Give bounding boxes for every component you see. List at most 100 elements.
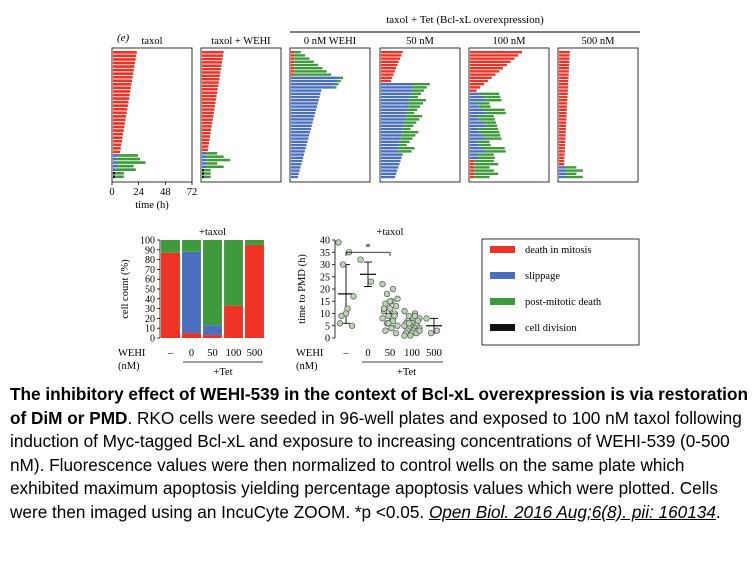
fate-row-segment (470, 118, 480, 121)
scatter-point (336, 320, 344, 327)
fate-row-segment (202, 148, 208, 152)
fate-row-segment (113, 51, 137, 54)
scatter-point (342, 310, 350, 317)
legend-frame (481, 238, 640, 346)
fate-row-segment (291, 156, 304, 159)
fate-row-segment (294, 51, 301, 54)
fate-row-segment (402, 131, 419, 134)
fate-row-segment (291, 118, 314, 121)
fate-row-segment (381, 95, 411, 99)
fate-row-segment (470, 76, 492, 79)
fate-legend: death in mitosis slippage post-mitotic dea… (481, 238, 640, 346)
fate-row-segment (113, 154, 119, 157)
scatter-point (405, 320, 413, 327)
fate-row-segment (202, 118, 213, 121)
fate-row-segment (291, 159, 303, 163)
fate-row-segment (202, 91, 218, 94)
bar-y-tick-label: 20 (145, 314, 155, 325)
fate-row-segment (559, 54, 570, 57)
fate-row-segment (202, 158, 207, 162)
fate-row-segment (483, 134, 501, 137)
fate-row-segment (202, 101, 216, 105)
fate-row-segment (291, 111, 316, 115)
bar-x-tick-label: – (167, 348, 174, 359)
fate-row-segment (470, 169, 475, 172)
fate-row-segment (291, 99, 319, 102)
citation-link[interactable]: Open Biol. 2016 Aug;6(8). pii: 160134 (428, 501, 716, 522)
fate-row-segment (479, 131, 500, 134)
fate-row-segment (291, 169, 300, 172)
fate-row-segment (413, 83, 430, 86)
bar-segment (203, 240, 222, 326)
fate-row-segment (204, 168, 211, 172)
fate-row-segment (486, 150, 506, 153)
fate-row-segment (202, 67, 221, 71)
caption-bold: The inhibitory effect of WEHI-539 in the… (10, 384, 748, 428)
fate-row-segment (559, 172, 566, 175)
time-tick-label: 24 (133, 187, 144, 198)
fate-row-segment (291, 115, 315, 118)
fate-row-segment (410, 95, 419, 99)
fate-row-segment (291, 76, 340, 79)
fate-row-segment (559, 153, 565, 156)
scatter-title: +taxol (377, 227, 404, 238)
fate-row-segment (470, 172, 475, 175)
fate-row-segment (559, 89, 568, 92)
fate-row-segment (291, 127, 311, 131)
fate-row-segment (406, 111, 415, 115)
fate-panel-frame (200, 47, 282, 183)
fate-row-segment (559, 92, 568, 95)
fate-row-segment (476, 115, 494, 118)
fate-row-segment (470, 102, 477, 105)
fate-row-segment (479, 143, 491, 147)
fate-row-segment (559, 111, 567, 115)
fate-row-segment (113, 122, 125, 125)
fate-row-segment (559, 137, 566, 140)
fate-row-segment (291, 166, 301, 169)
scatter-y-tick-label: 5 (325, 321, 330, 332)
figure-caption: The inhibitory effect of WEHI-539 in the… (10, 383, 750, 525)
bar-y-tick-label: 60 (145, 275, 155, 286)
bar-y-tick-label: 50 (145, 285, 155, 296)
time-tick-label: 0 (109, 187, 114, 198)
fate-row-segment (202, 155, 207, 158)
fate-row-segment (381, 159, 401, 163)
bar-segment (182, 251, 201, 334)
fate-row-segment (204, 172, 211, 175)
fate-row-segment (291, 131, 311, 134)
fate-row-segment (470, 111, 487, 115)
fate-row-segment (291, 70, 295, 73)
scatter-point (391, 312, 398, 320)
fate-row-segment (479, 156, 495, 159)
fate-row-segment (294, 57, 310, 60)
fate-row-segment (559, 108, 567, 111)
fate-panel-title: 0 nM WEHI (304, 36, 357, 47)
fate-row-segment (294, 60, 314, 63)
fate-row-segment (202, 131, 211, 135)
fate-row-segment (381, 124, 404, 127)
bar-y-tick-label: 10 (145, 324, 155, 335)
fate-row-segment (113, 136, 123, 139)
fate-row-segment (559, 86, 569, 89)
fate-row-segment (206, 165, 224, 169)
fate-row-segment (291, 57, 295, 60)
fate-row-segment (565, 169, 583, 172)
bar-segment (161, 240, 180, 253)
fate-row-segment (559, 166, 566, 169)
fate-row-segment (559, 99, 568, 102)
fate-row-segment (333, 86, 337, 89)
fate-row-segment (113, 115, 127, 118)
fate-row-segment (381, 102, 409, 105)
fate-row-segment (291, 89, 322, 92)
fate-row-segment (291, 121, 313, 124)
bar-segment (161, 252, 180, 338)
fate-row-segment (113, 61, 136, 65)
fate-row-segment (202, 175, 205, 179)
fate-row-segment (470, 134, 483, 137)
fate-row-segment (470, 140, 477, 143)
bar-x-tick-label: 100 (226, 348, 242, 359)
fate-row-segment (291, 172, 299, 175)
fate-row-segment (401, 134, 416, 137)
fate-row-segment (202, 128, 212, 131)
